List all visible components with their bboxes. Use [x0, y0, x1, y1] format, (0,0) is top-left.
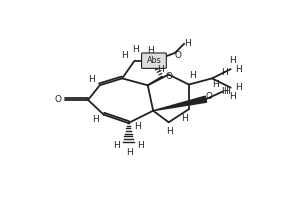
Text: O: O — [166, 72, 173, 81]
Text: H: H — [229, 92, 236, 101]
Text: H: H — [132, 45, 139, 54]
Polygon shape — [153, 96, 207, 111]
Text: H: H — [147, 46, 154, 55]
Text: H: H — [221, 69, 228, 78]
Text: O: O — [205, 92, 213, 101]
Text: H: H — [126, 148, 132, 157]
Text: H: H — [184, 39, 191, 48]
Text: H: H — [134, 122, 141, 131]
Text: H: H — [235, 83, 242, 92]
Text: H: H — [235, 65, 242, 74]
Text: O: O — [175, 51, 181, 60]
Text: H: H — [189, 71, 196, 80]
Text: H: H — [89, 75, 95, 84]
Text: H: H — [229, 56, 236, 65]
Text: H: H — [137, 141, 143, 150]
Text: H: H — [166, 127, 173, 136]
Text: H: H — [221, 87, 228, 96]
Text: H: H — [182, 114, 188, 123]
Text: H: H — [113, 141, 120, 150]
Text: O: O — [54, 95, 61, 104]
Text: H: H — [213, 80, 219, 89]
Text: H: H — [223, 87, 230, 96]
FancyBboxPatch shape — [142, 53, 166, 68]
Text: H: H — [158, 65, 164, 74]
Text: Abs: Abs — [147, 56, 162, 65]
Text: H: H — [93, 115, 99, 124]
Text: H: H — [121, 51, 128, 60]
